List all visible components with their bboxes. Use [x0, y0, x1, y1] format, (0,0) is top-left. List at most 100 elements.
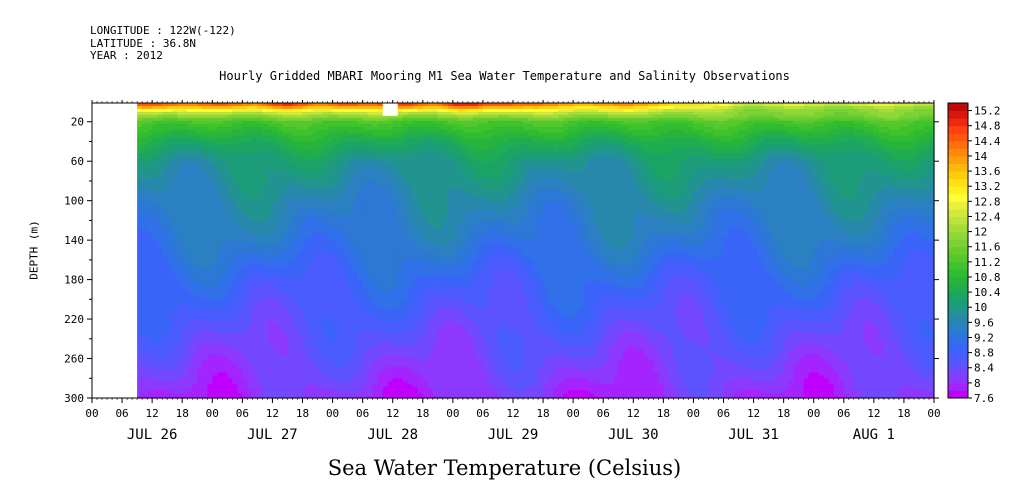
heatmap-cell — [227, 165, 233, 169]
heatmap-cell — [362, 233, 369, 237]
heatmap-cell — [187, 123, 193, 128]
heatmap-cell — [162, 280, 168, 285]
heatmap-cell — [247, 286, 253, 291]
heatmap-cell — [217, 316, 223, 320]
heatmap-cell — [147, 245, 153, 249]
heatmap-cell — [187, 182, 193, 187]
heatmap-cell — [207, 179, 213, 184]
heatmap-cell — [222, 203, 228, 208]
heatmap-cell — [297, 194, 304, 199]
heatmap-cell — [197, 141, 203, 146]
heatmap-cell — [357, 114, 364, 119]
heatmap-cell — [137, 156, 143, 160]
heatmap-cell — [137, 351, 143, 356]
heatmap-cell — [262, 342, 269, 347]
heatmap-cell — [227, 351, 233, 356]
heatmap-cell — [337, 345, 344, 350]
heatmap-cell — [262, 108, 269, 113]
heatmap-cell — [287, 245, 294, 249]
heatmap-cell — [232, 245, 238, 249]
heatmap-cell — [292, 354, 299, 359]
heatmap-cell — [367, 224, 374, 228]
heatmap-cell — [152, 239, 158, 243]
heatmap-cell — [342, 253, 349, 258]
heatmap-cell — [327, 271, 334, 276]
heatmap-cell — [202, 295, 208, 299]
heatmap-cell — [347, 138, 354, 143]
heatmap-cell — [172, 197, 178, 202]
heatmap-cell — [232, 129, 238, 134]
heatmap-cell — [212, 147, 218, 151]
heatmap-cell — [252, 114, 258, 119]
heatmap-cell — [307, 141, 314, 146]
heatmap-cell — [332, 268, 339, 273]
heatmap-cell — [237, 174, 243, 178]
heatmap-cell — [157, 313, 163, 317]
heatmap-cell — [242, 292, 248, 296]
heatmap-cell — [227, 212, 233, 217]
heatmap-cell — [252, 212, 258, 217]
heatmap-cell — [347, 369, 354, 373]
heatmap-cell — [377, 253, 384, 258]
heatmap-cell — [287, 336, 294, 341]
heatmap-cell — [227, 123, 233, 128]
heatmap-cell — [247, 262, 253, 267]
heatmap-cell — [217, 354, 223, 359]
heatmap-cell — [192, 271, 198, 276]
heatmap-cell — [182, 384, 188, 388]
heatmap-cell — [177, 342, 183, 347]
heatmap-cell — [297, 342, 304, 347]
heatmap-cell — [167, 182, 173, 187]
heatmap-cell — [217, 218, 223, 222]
heatmap-cell — [232, 185, 238, 190]
heatmap-cell — [312, 298, 319, 302]
heatmap-cell — [267, 168, 274, 172]
heatmap-cell — [352, 363, 359, 368]
heatmap-cell — [262, 224, 269, 228]
heatmap-cell — [367, 135, 374, 140]
heatmap-cell — [192, 345, 198, 350]
heatmap-cell — [277, 168, 284, 172]
heatmap-cell — [172, 351, 178, 356]
heatmap-cell — [167, 381, 173, 385]
heatmap-cell — [297, 286, 304, 291]
heatmap-cell — [292, 324, 299, 329]
heatmap-cell — [177, 153, 183, 157]
heatmap-cell — [207, 253, 213, 258]
heatmap-cell — [167, 369, 173, 373]
heatmap-cell — [327, 117, 334, 122]
heatmap-cell — [207, 327, 213, 332]
heatmap-cell — [302, 108, 309, 113]
heatmap-cell — [202, 250, 208, 255]
heatmap-cell — [202, 230, 208, 234]
heatmap-cell — [252, 206, 258, 211]
heatmap-cell — [257, 292, 263, 296]
heatmap-cell — [372, 162, 379, 166]
heatmap-cell — [207, 103, 213, 107]
heatmap-cell — [267, 197, 274, 202]
heatmap-cell — [352, 354, 359, 359]
heatmap-cell — [202, 363, 208, 368]
heatmap-cell — [187, 105, 193, 110]
heatmap-cell — [337, 277, 344, 282]
heatmap-cell — [222, 351, 228, 356]
heatmap-cell — [187, 316, 193, 320]
heatmap-cell — [327, 366, 334, 370]
heatmap-cell — [162, 141, 168, 146]
heatmap-cell — [282, 271, 289, 276]
heatmap-cell — [152, 147, 158, 151]
heatmap-cell — [257, 206, 263, 211]
heatmap-cell — [302, 191, 309, 196]
heatmap-cell — [367, 188, 374, 193]
heatmap-cell — [307, 168, 314, 172]
heatmap-cell — [357, 188, 364, 193]
heatmap-cell — [202, 179, 208, 184]
heatmap-cell — [317, 262, 324, 267]
heatmap-cell — [342, 111, 349, 116]
heatmap-cell — [162, 369, 168, 373]
heatmap-cell — [357, 283, 364, 288]
heatmap-cell — [332, 120, 339, 125]
heatmap-cell — [212, 215, 218, 220]
heatmap-cell — [347, 363, 354, 368]
heatmap-cell — [327, 138, 334, 143]
